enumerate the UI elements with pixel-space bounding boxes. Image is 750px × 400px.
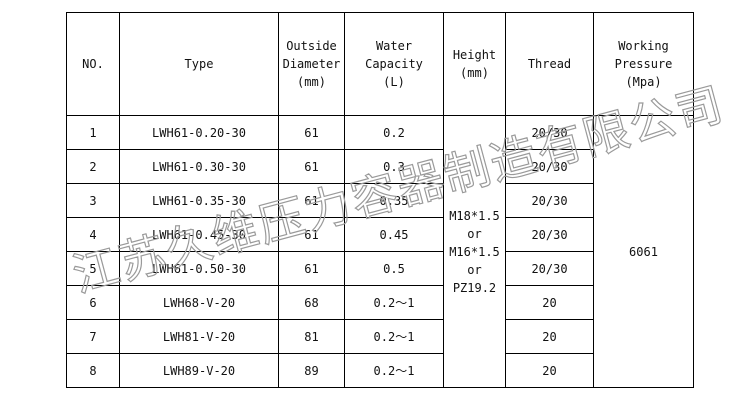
header-line: Type	[184, 57, 214, 71]
cell-type: LWH61-0.20-30	[119, 115, 279, 150]
header-capacity: Water Capacity (L)	[344, 12, 444, 116]
cell-capacity: 0.3	[344, 149, 444, 184]
cell-thread: 20/30	[505, 183, 594, 218]
header-line: (mm)	[460, 66, 489, 80]
cell-no: 7	[66, 319, 120, 354]
cell-no: 8	[66, 353, 120, 388]
height-line: or	[467, 262, 482, 277]
cell-no: 5	[66, 251, 120, 286]
cell-capacity: 0.2	[344, 115, 444, 150]
header-line: (Mpa)	[625, 75, 662, 89]
cell-diameter: 61	[278, 217, 345, 252]
cell-type: LWH61-0.30-30	[119, 149, 279, 184]
cell-height-merged: M18*1.5 or M16*1.5 or PZ19.2	[443, 115, 506, 388]
table-row: 8 LWH89-V-20 89 0.2～1 20	[66, 353, 694, 388]
table-row: 5 LWH61-0.50-30 61 0.5 20/30	[66, 251, 694, 286]
header-thread: Thread	[505, 12, 594, 116]
cell-no: 4	[66, 217, 120, 252]
cell-capacity: 0.2～1	[344, 285, 444, 320]
height-line: M18*1.5	[449, 208, 500, 223]
header-line: Outside	[286, 39, 337, 53]
cell-diameter: 81	[278, 319, 345, 354]
header-height: Height (mm)	[443, 12, 506, 116]
table-row: 2 LWH61-0.30-30 61 0.3 20/30	[66, 149, 694, 184]
cell-type: LWH68-V-20	[119, 285, 279, 320]
table-row: 4 LWH61-0.45-30 61 0.45 20/30	[66, 217, 694, 252]
header-line: Thread	[527, 57, 572, 71]
cell-thread: 20/30	[505, 251, 594, 286]
cell-no: 3	[66, 183, 120, 218]
cell-type: LWH61-0.50-30	[119, 251, 279, 286]
height-line: M16*1.5	[449, 244, 500, 259]
cell-pressure-merged: 6061	[593, 115, 694, 388]
header-line: Capacity	[365, 57, 423, 71]
table-row: 3 LWH61-0.35-30 61 0.35 20/30	[66, 183, 694, 218]
header-line: Height	[452, 48, 497, 62]
cell-diameter: 61	[278, 115, 345, 150]
cell-diameter: 68	[278, 285, 345, 320]
header-diameter: Outside Diameter (mm)	[278, 12, 345, 116]
header-row: NO. Type Outside Diameter (mm) Water Capaci…	[66, 12, 694, 116]
spec-table: NO. Type Outside Diameter (mm) Water Capaci…	[66, 12, 694, 388]
header-no: NO.	[66, 12, 120, 116]
cell-thread: 20	[505, 353, 594, 388]
header-line: Diameter	[282, 57, 341, 71]
cell-thread: 20/30	[505, 115, 594, 150]
cell-type: LWH89-V-20	[119, 353, 279, 388]
height-line: PZ19.2	[452, 280, 497, 295]
header-line: Pressure	[614, 57, 673, 71]
cell-thread: 20	[505, 285, 594, 320]
cell-diameter: 61	[278, 183, 345, 218]
cell-diameter: 61	[278, 251, 345, 286]
cell-diameter: 89	[278, 353, 345, 388]
cell-capacity: 0.45	[344, 217, 444, 252]
cell-capacity: 0.2～1	[344, 353, 444, 388]
header-line: (mm)	[297, 75, 326, 89]
cell-diameter: 61	[278, 149, 345, 184]
cell-no: 6	[66, 285, 120, 320]
cell-type: LWH61-0.45-30	[119, 217, 279, 252]
header-line: NO.	[82, 57, 104, 71]
table-row: 7 LWH81-V-20 81 0.2～1 20	[66, 319, 694, 354]
header-line: Water	[375, 39, 413, 53]
cell-thread: 20	[505, 319, 594, 354]
header-line: (L)	[383, 75, 405, 89]
height-line: or	[467, 226, 482, 241]
header-type: Type	[119, 12, 279, 116]
table-row: 6 LWH68-V-20 68 0.2～1 20	[66, 285, 694, 320]
cell-no: 2	[66, 149, 120, 184]
cell-no: 1	[66, 115, 120, 150]
cell-capacity: 0.35	[344, 183, 444, 218]
cell-capacity: 0.2～1	[344, 319, 444, 354]
cell-type: LWH61-0.35-30	[119, 183, 279, 218]
cell-thread: 20/30	[505, 217, 594, 252]
table-row: 1 LWH61-0.20-30 61 0.2 M18*1.5 or M16*1.5 or PZ1…	[66, 115, 694, 388]
cell-thread: 20/30	[505, 149, 594, 184]
cell-capacity: 0.5	[344, 251, 444, 286]
header-line: Working	[618, 39, 669, 53]
header-pressure: Working Pressure (Mpa)	[593, 12, 694, 116]
cell-type: LWH81-V-20	[119, 319, 279, 354]
